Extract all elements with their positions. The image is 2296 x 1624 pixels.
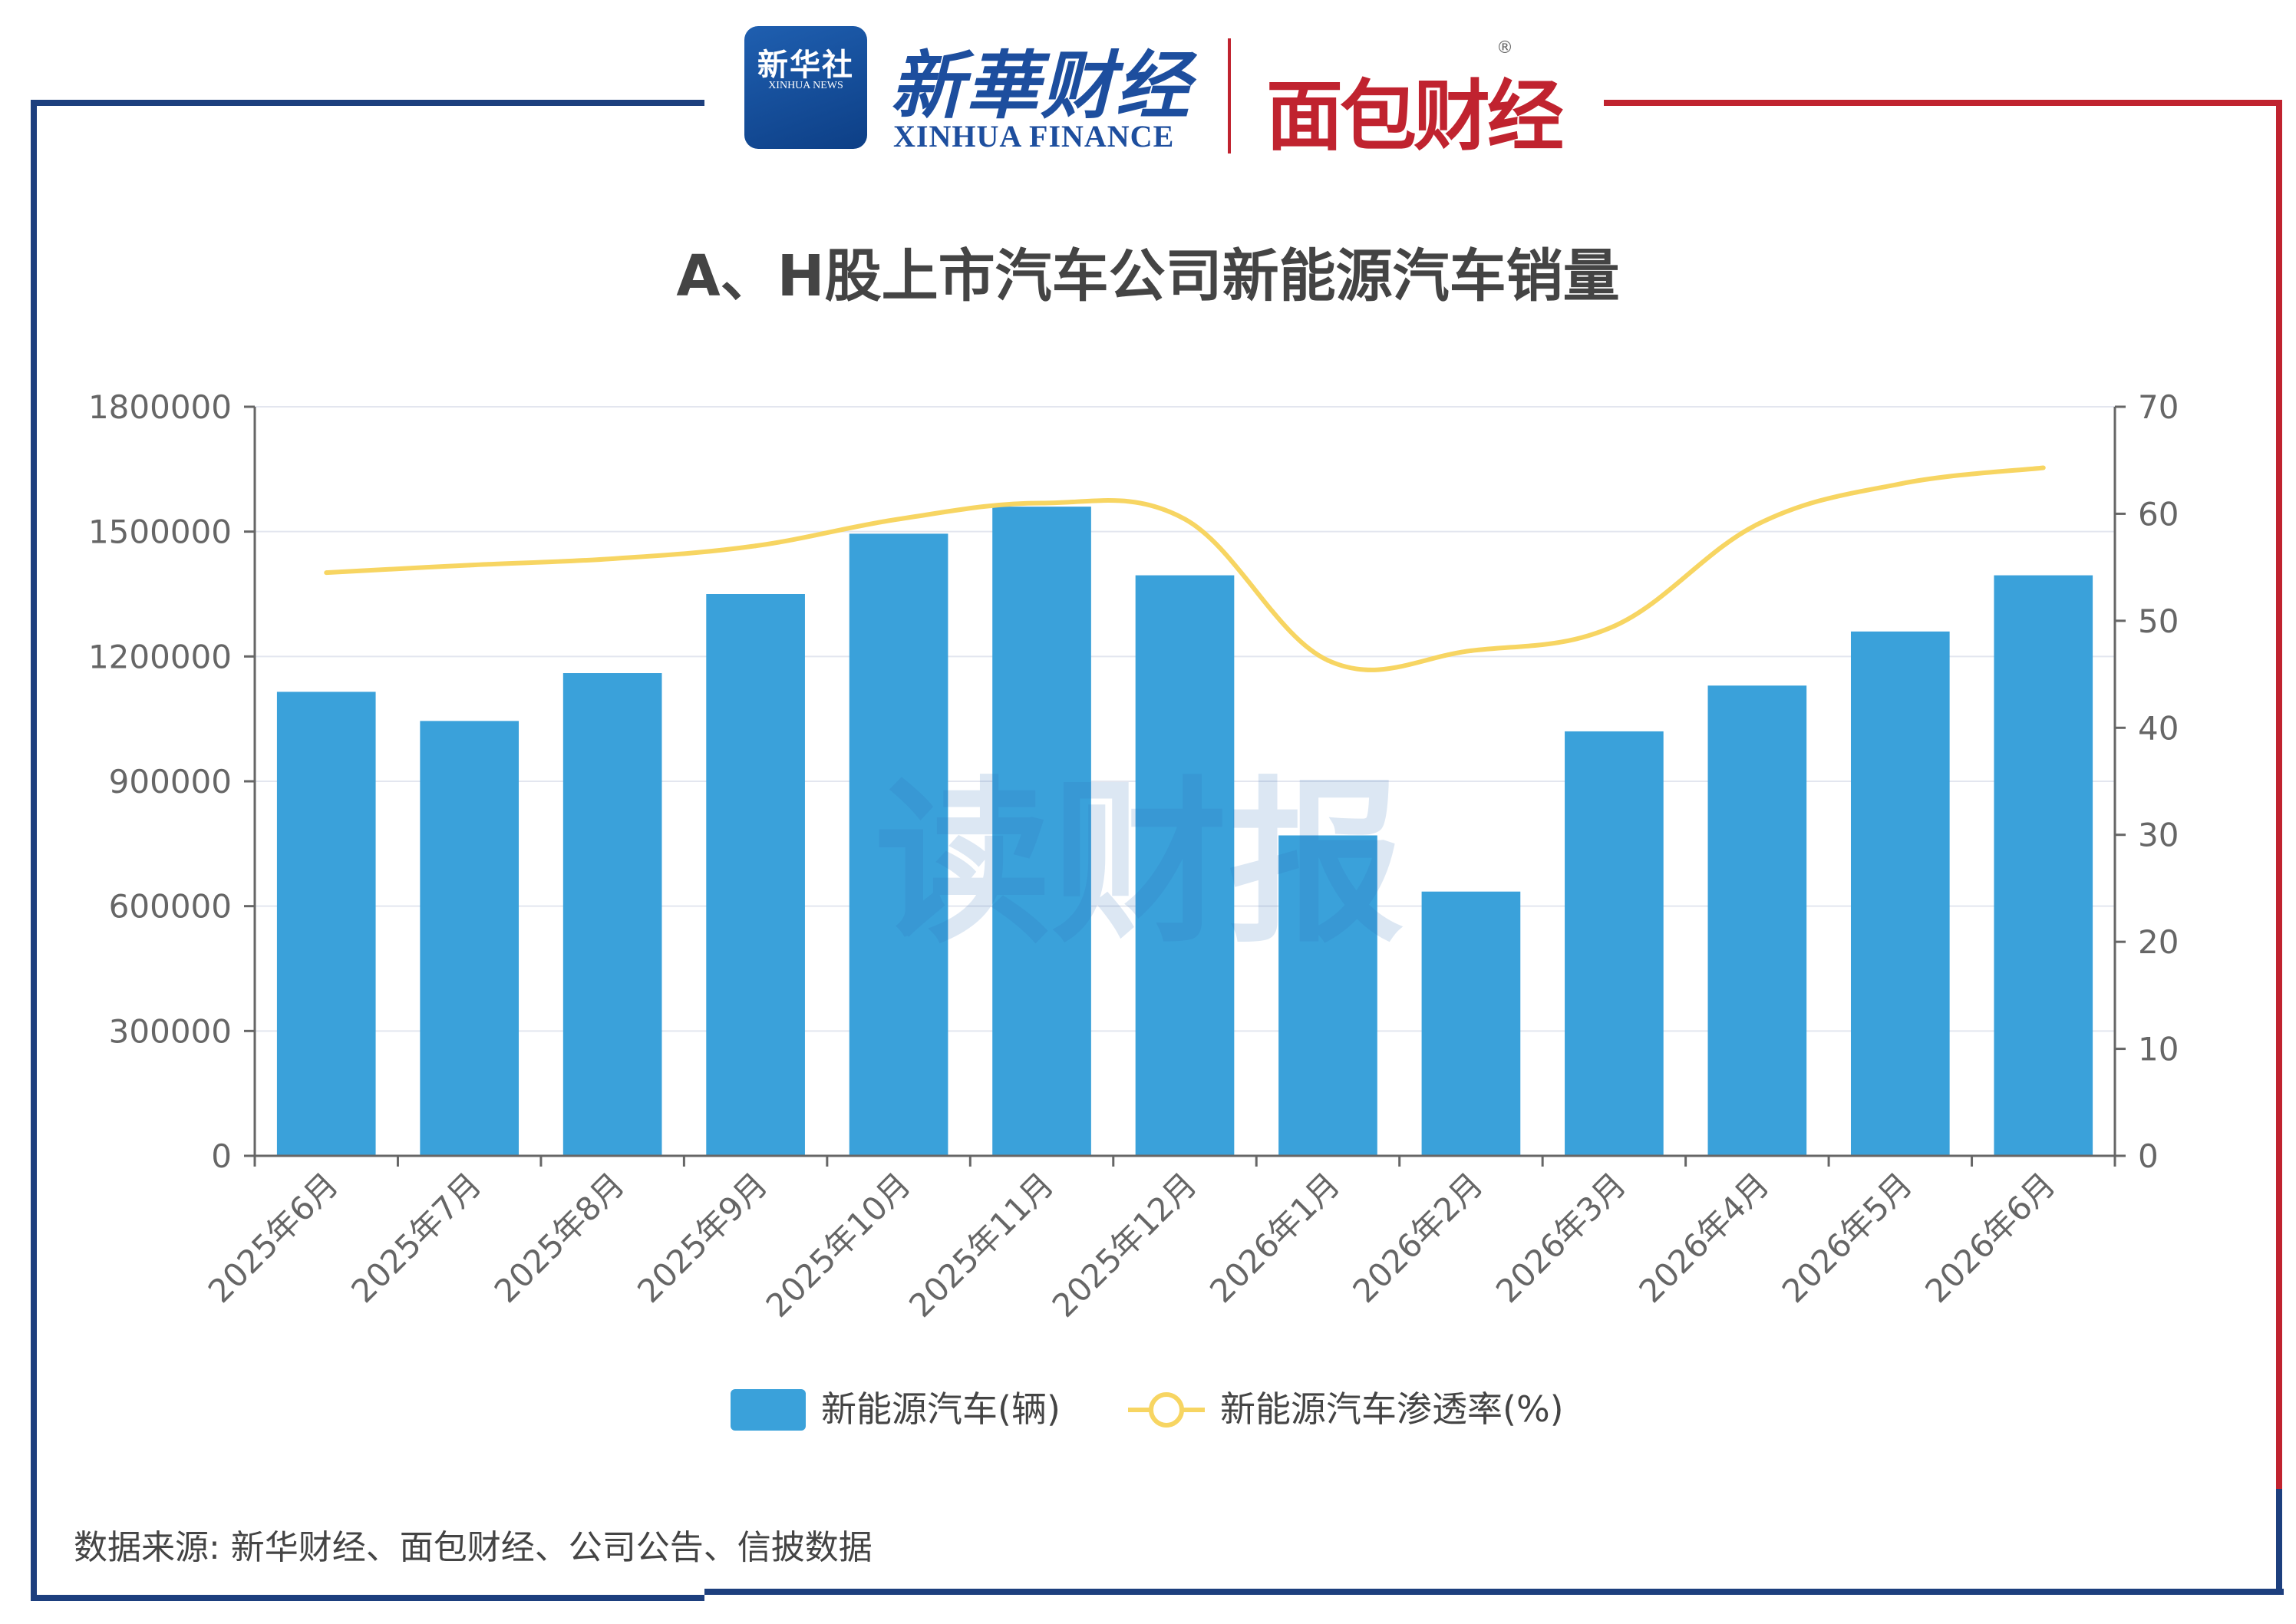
x-tick-label: 2026年4月 [1631,1165,1776,1310]
left-axis-ticks: 0 300000 600000 900000 1200000 1500000 1800000 [88,388,255,1175]
line-point [1611,623,1617,629]
brand-header: 新华社 XINHUA NEWS 新華财经 XINHUA FINANCE 面包财经… [706,15,1604,161]
x-axis-ticks: 2025年6月2025年7月2025年8月2025年9月2025年10月2025… [201,1156,2116,1325]
right-tick-label: 50 [2138,602,2179,640]
watermark: 读财报 [875,762,1404,967]
line-series [324,465,2046,672]
logo-divider [1228,38,1231,153]
x-tick-label: 2026年3月 [1489,1165,1634,1310]
right-tick-label: 0 [2138,1137,2159,1175]
line-point [2040,465,2046,470]
bar-series [276,507,2093,1156]
bar [276,692,376,1156]
line-point [1898,481,1903,487]
x-tick-label: 2025年10月 [759,1165,918,1324]
line-point [467,563,472,568]
x-tick-label: 2025年12月 [1045,1165,1204,1324]
line-point [610,556,615,561]
frame-bottom [704,1589,2284,1595]
bar [1565,731,1664,1156]
left-tick-label: 1500000 [88,513,232,551]
line-point [1183,517,1187,522]
x-tick-label: 2026年6月 [1918,1165,2063,1310]
left-tick-label: 300000 [109,1012,232,1050]
bar [1421,891,1521,1156]
frame-right-lower [2276,1489,2282,1595]
line-point [1325,658,1331,663]
right-tick-label: 60 [2138,495,2179,533]
line-point [324,570,329,576]
bar [849,533,948,1156]
data-source: 数据来源: 新华财经、面包财经、公司公告、信披数据 [74,1528,873,1567]
left-tick-label: 900000 [109,763,232,800]
x-tick-label: 2025年6月 [201,1165,346,1310]
right-tick-label: 30 [2138,817,2179,854]
x-tick-label: 2025年9月 [630,1165,775,1310]
legend-bar-label: 新能源汽车(辆) [821,1388,1061,1430]
bar [1850,631,1950,1156]
x-tick-label: 2025年11月 [902,1165,1061,1324]
x-tick-label: 2025年8月 [487,1165,632,1310]
legend: 新能源汽车(辆) 新能源汽车渗透率(%) [731,1388,1564,1431]
legend-line-marker [1149,1392,1184,1428]
right-axis-ticks: 0 10 20 30 40 50 60 70 [2115,388,2179,1175]
xinhua-badge-cn: 新华社 [757,48,854,83]
x-tick-label: 2026年5月 [1775,1165,1920,1310]
legend-bar-swatch [731,1389,806,1431]
left-tick-label: 1200000 [88,638,232,675]
bar [1278,835,1377,1156]
xinhua-news-logo: 新华社 XINHUA NEWS [744,26,867,149]
xinhua-finance-logo-cn: 新華财经 [890,42,1191,129]
right-tick-label: 40 [2138,709,2179,747]
chart-title: A、H股上市汽车公司新能源汽车销量 [676,243,1620,309]
line-point [1754,522,1760,527]
line-point [896,517,902,522]
mianbao-finance-logo: 面包财经 [1266,71,1564,161]
bar [992,507,1091,1156]
bar [420,721,520,1156]
bar [1707,685,1807,1156]
left-tick-label: 1800000 [88,388,232,426]
line-point [753,543,758,549]
right-tick-label: 70 [2138,388,2179,426]
frame-left [31,100,704,1601]
xinhua-badge-en: XINHUA NEWS [768,80,843,91]
left-tick-label: 600000 [109,888,232,926]
bar [1994,575,2093,1156]
bar [562,673,662,1156]
right-tick-label: 10 [2138,1031,2179,1068]
bar [1135,575,1235,1156]
legend-line-label: 新能源汽车渗透率(%) [1220,1388,1564,1430]
bar [706,594,805,1156]
x-tick-label: 2026年1月 [1202,1165,1348,1310]
line-point [1039,500,1044,506]
line-point [1468,648,1473,653]
right-tick-label: 20 [2138,923,2179,961]
xinhua-finance-logo-en: XINHUA FINANCE [893,119,1175,153]
x-tick-label: 2026年2月 [1345,1165,1490,1310]
left-tick-label: 0 [211,1137,232,1175]
frame-right [1604,100,2282,1595]
registered-mark: ® [1496,38,1513,58]
x-tick-label: 2025年7月 [344,1165,489,1310]
